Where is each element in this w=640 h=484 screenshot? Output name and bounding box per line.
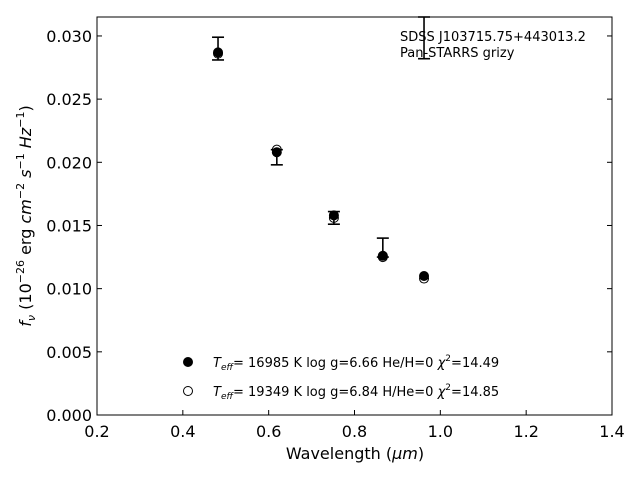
y-tick-label: 0.025 (46, 90, 92, 109)
point-filled (271, 147, 282, 158)
y-tick-label: 0.020 (46, 153, 92, 172)
data-points (213, 47, 430, 284)
annotation-line-2: Pan-STARRS grizy (400, 46, 515, 61)
point-open (213, 48, 224, 59)
point-filled (419, 271, 430, 282)
legend: Teff= 16985 K log g=6.66 He/H=0 χ2=14.49… (183, 354, 499, 402)
point-filled (328, 210, 339, 221)
x-tick-label: 1.2 (513, 422, 538, 441)
ticks (96, 35, 613, 416)
error-bar (418, 16, 431, 60)
y-tick-label: 0.015 (46, 216, 92, 235)
x-tick-label: 1.4 (599, 422, 624, 441)
tick-labels: 0.2 0.4 0.6 0.8 1.0 1.2 1.4 0.000 0.005 0.010 0.01… (46, 27, 625, 441)
x-tick-label: 0.4 (170, 422, 195, 441)
x-tick-label: 0.2 (84, 422, 109, 441)
legend-entry-1: Teff= 16985 K log g=6.66 He/H=0 χ2=14.49 (213, 354, 499, 373)
point-open (328, 212, 339, 223)
x-tick-label: 0.8 (342, 422, 367, 441)
point-open (377, 252, 388, 263)
legend-marker-open (183, 386, 193, 396)
legend-entry-2: Teff= 19349 K log g=6.84 H/He=0 χ2=14.85 (213, 383, 499, 402)
annotation-line-1: SDSS J103715.75+443013.2 (400, 30, 586, 45)
legend-marker-filled (183, 357, 193, 367)
y-tick-label: 0.030 (46, 27, 92, 46)
point-open (271, 144, 282, 155)
y-axis-label: fν (10−26 erg cm−2 s−1 Hz−1) (14, 105, 38, 326)
point-open (419, 273, 430, 284)
y-tick-label: 0.005 (46, 343, 92, 362)
y-tick-label: 0.000 (46, 406, 92, 425)
x-tick-label: 0.6 (256, 422, 281, 441)
y-tick-label: 0.010 (46, 280, 92, 299)
x-axis-label: Wavelength (μm) (286, 444, 424, 463)
error-bars (212, 16, 431, 258)
x-tick-label: 1.0 (428, 422, 453, 441)
